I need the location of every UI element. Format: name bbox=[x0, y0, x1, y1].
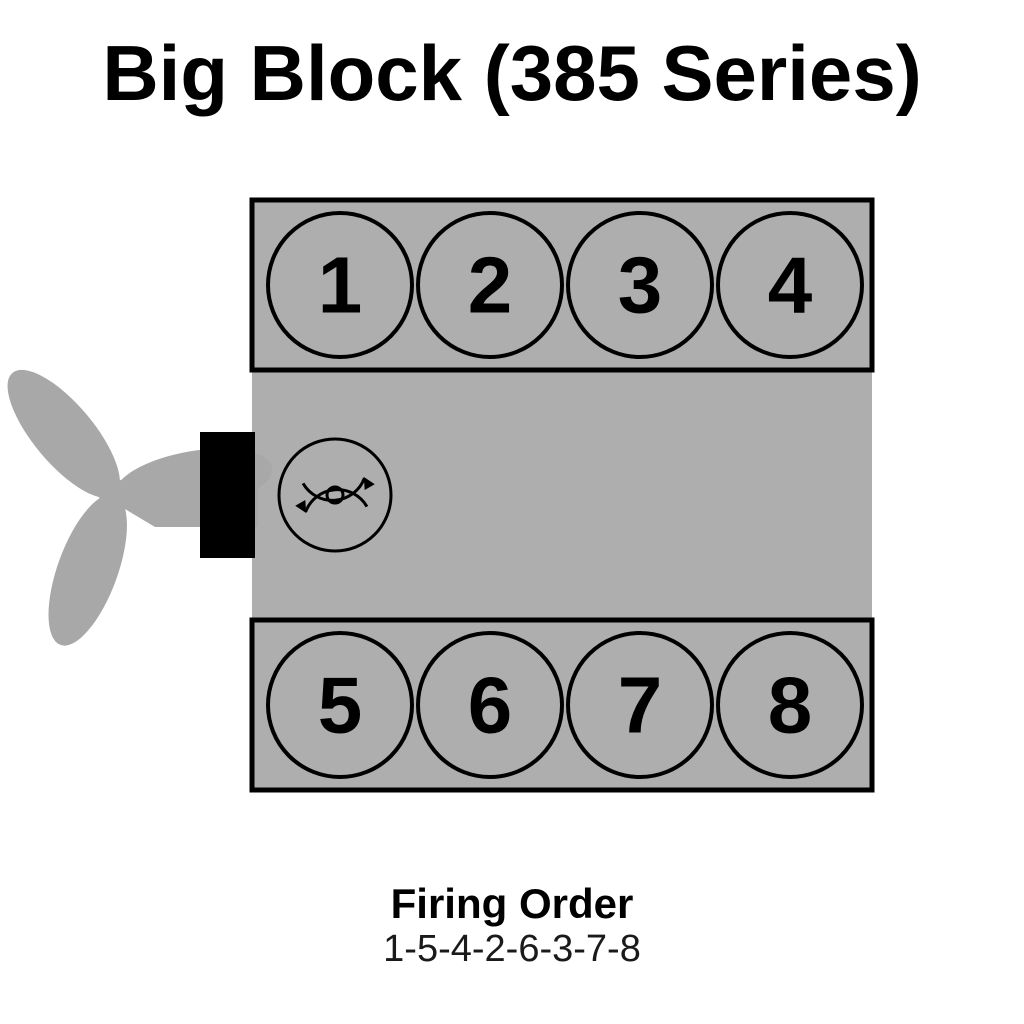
firing-order-label: Firing Order bbox=[0, 880, 1024, 928]
cylinder-label: 6 bbox=[468, 661, 513, 750]
cylinder-label: 8 bbox=[768, 661, 813, 750]
engine-diagram-svg: 1 2 3 4 5 6 7 8 bbox=[0, 170, 1024, 870]
cylinder-label: 7 bbox=[618, 661, 663, 750]
page-title: Big Block (385 Series) bbox=[0, 28, 1024, 119]
firing-order-sequence: 1-5-4-2-6-3-7-8 bbox=[0, 928, 1024, 971]
cylinder-label: 1 bbox=[318, 241, 363, 330]
fan-blade-icon bbox=[32, 485, 143, 655]
distributor-icon bbox=[279, 439, 391, 551]
footer: Firing Order 1-5-4-2-6-3-7-8 bbox=[0, 880, 1024, 971]
cylinder-label: 4 bbox=[768, 241, 813, 330]
diagram-container: Big Block (385 Series) 1 2 3 4 5 6 7 8 Firing O… bbox=[0, 0, 1024, 1024]
shaft-mount-icon bbox=[200, 432, 255, 558]
cylinder-label: 5 bbox=[318, 661, 363, 750]
cylinder-label: 3 bbox=[618, 241, 663, 330]
cylinder-label: 2 bbox=[468, 241, 513, 330]
